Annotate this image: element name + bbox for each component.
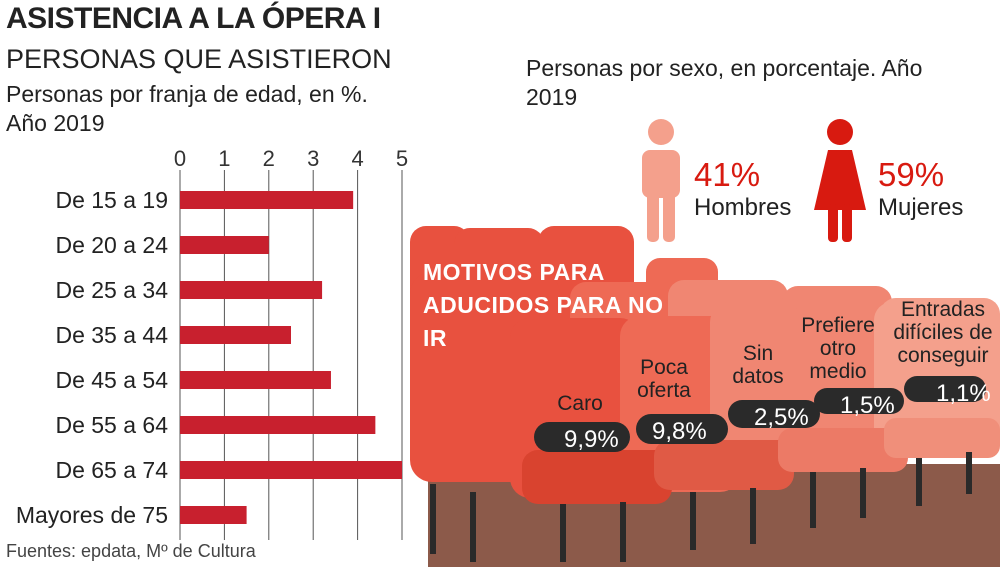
source-note: Fuentes: epdata, Mº de Cultura: [6, 541, 256, 561]
women-percentage: 59%: [878, 156, 945, 193]
category-label: De 20 a 24: [55, 232, 168, 258]
x-tick-label: 4: [351, 146, 363, 171]
bar: [180, 371, 331, 389]
value-pill: [814, 388, 904, 414]
seat-cushion: [522, 450, 672, 504]
value-pill: [636, 414, 728, 444]
reason-label-entradas-dificiles: Entradas difíciles de conseguir: [893, 298, 993, 367]
bar: [180, 461, 402, 479]
men-percentage: 41%: [694, 156, 761, 193]
reason-value-prefiere-otro-medio: 1,5%: [840, 392, 895, 419]
bar: [180, 506, 247, 524]
age-bar-chart: 0 1 2 3 4 5 De 15 a 19 De 20 a 24 De 25 a 34 De 3…: [16, 146, 408, 540]
main-title: ASISTENCIA A LA ÓPERA I: [6, 2, 381, 35]
bar: [180, 416, 376, 434]
category-label: De 45 a 54: [55, 367, 168, 393]
reason-label-poca-oferta: Poca oferta: [637, 356, 691, 402]
men-label: Hombres: [694, 194, 792, 221]
bar: [180, 236, 269, 254]
value-pill: [728, 400, 820, 428]
category-label: De 25 a 34: [55, 277, 168, 303]
bar: [180, 281, 323, 299]
theatre-seats-illustration: [410, 226, 1000, 567]
seat-cushion: [778, 428, 908, 472]
reason-value-entradas-dificiles: 1,1%: [936, 380, 991, 407]
women-label: Mujeres: [878, 194, 964, 221]
reason-value-caro: 9,9%: [564, 426, 619, 453]
woman-icon: [814, 119, 866, 242]
reasons-title: MOTIVOS PARA ADUCIDOS PARA NO IR: [423, 259, 664, 351]
bar: [180, 326, 291, 344]
x-tick-label: 0: [174, 146, 186, 171]
category-label: De 65 a 74: [55, 457, 168, 483]
category-label: Mayores de 75: [16, 502, 168, 528]
value-pill: [534, 422, 630, 452]
x-tick-label: 2: [263, 146, 275, 171]
category-label: De 35 a 44: [55, 322, 168, 348]
x-tick-label: 3: [307, 146, 319, 171]
seat-cushion: [884, 418, 1000, 458]
reason-label-caro: Caro: [557, 392, 603, 415]
seat-legs: [430, 452, 972, 562]
section-title: PERSONAS QUE ASISTIERON: [6, 44, 392, 74]
reason-label-prefiere-otro-medio: Prefiere otro medio: [801, 314, 875, 383]
category-label: De 55 a 64: [55, 412, 168, 438]
x-tick-label: 1: [218, 146, 230, 171]
reason-value-poca-oferta: 9,8%: [652, 418, 707, 445]
reason-value-sin-datos: 2,5%: [754, 404, 809, 431]
reason-label-sin-datos: Sin datos: [732, 342, 784, 388]
sex-subtitle: Personas por sexo, en porcentaje. Año 20…: [526, 55, 923, 110]
chart-subtitle: Personas por franja de edad, en %. Año 2…: [6, 81, 368, 136]
seat-cushion: [654, 440, 794, 490]
category-label: De 15 a 19: [55, 187, 168, 213]
man-icon: [642, 119, 680, 242]
value-pill: [904, 376, 986, 402]
bar: [180, 191, 354, 209]
x-tick-label: 5: [396, 146, 408, 171]
